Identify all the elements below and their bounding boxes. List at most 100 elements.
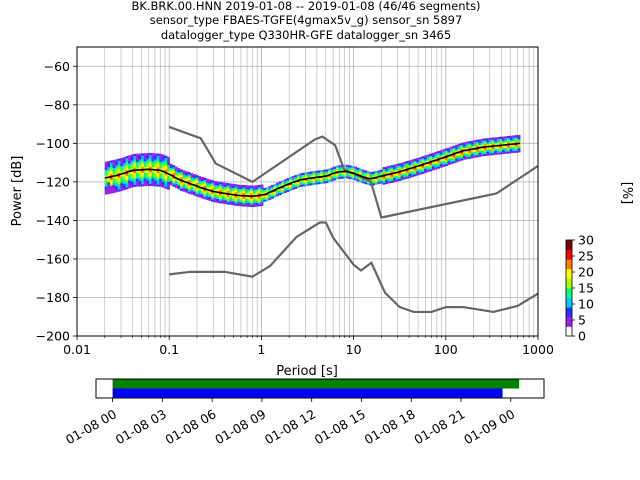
psd-cell (504, 145, 508, 149)
psd-cell (208, 198, 212, 201)
psd-cell (379, 177, 383, 180)
psd-cell (244, 192, 248, 196)
psd-cell (203, 197, 207, 200)
psd-cell (138, 182, 142, 185)
psd-cell (141, 159, 144, 162)
psd-cell (374, 178, 378, 181)
psd-cell (128, 178, 132, 181)
psd-cell (120, 169, 124, 172)
psd-cell (104, 188, 108, 191)
psd-cell (372, 183, 376, 186)
psd-cell (374, 182, 378, 185)
psd-cell (120, 182, 124, 186)
psd-cell (486, 138, 490, 141)
psd-cell (291, 183, 295, 186)
psd-cell (268, 193, 272, 197)
psd-cell (109, 168, 113, 171)
psd-cell (161, 181, 165, 184)
psd-cell (335, 169, 339, 172)
psd-cell (322, 171, 326, 174)
psd-cell (203, 183, 207, 186)
timeline-tick-label: 01-08 06 (162, 406, 218, 447)
psd-cell (289, 177, 292, 180)
psd-cell (151, 164, 155, 167)
noise-model-low (169, 221, 538, 314)
psd-cell (112, 181, 116, 184)
colorbar-swatch (566, 326, 572, 337)
psd-cell (148, 154, 152, 158)
psd-cell (470, 142, 474, 145)
psd-cell (348, 169, 352, 172)
psd-cell (115, 168, 119, 172)
psd-cell (177, 173, 181, 177)
psd-cell (112, 161, 116, 165)
psd-cell (512, 137, 516, 140)
psd-cell (164, 159, 168, 162)
psd-cell (400, 162, 404, 165)
psd-cell (156, 167, 160, 170)
psd-cell (426, 168, 430, 171)
psd-cell (385, 176, 389, 179)
psd-cell (130, 171, 134, 175)
psd-cell (234, 188, 238, 191)
psd-cell (348, 175, 352, 178)
psd-cell (473, 153, 477, 156)
psd-cell (177, 183, 181, 186)
psd-cell (465, 157, 469, 160)
psd-cell (174, 182, 178, 185)
psd-cell (444, 163, 448, 167)
psd-cell (359, 168, 363, 171)
psd-cell (237, 202, 241, 205)
psd-cell (400, 174, 404, 177)
psd-cell (206, 184, 209, 187)
psd-cell (403, 165, 407, 168)
psd-cell (377, 174, 381, 177)
psd-cell (143, 184, 147, 187)
psd-cell (418, 170, 422, 173)
psd-cell (130, 167, 134, 171)
psd-cell (390, 165, 394, 168)
psd-cell (514, 135, 518, 138)
psd-cell (270, 184, 274, 188)
psd-cell (361, 171, 365, 174)
psd-cell (156, 170, 160, 174)
y-tick-label: −80 (44, 97, 70, 112)
colorbar-swatch (566, 297, 572, 308)
psd-cell (328, 180, 331, 183)
psd-cell (260, 188, 264, 191)
psd-cell (125, 177, 129, 180)
psd-cell (190, 173, 194, 176)
psd-cell (143, 155, 147, 158)
psd-cell (174, 185, 178, 189)
psd-cell (185, 171, 189, 174)
psd-cell (159, 178, 163, 182)
y-tick-label: −100 (36, 136, 70, 151)
psd-cell (325, 171, 329, 174)
psd-cell (263, 195, 267, 198)
psd-cell (413, 162, 417, 165)
psd-cell (226, 198, 230, 201)
psd-cell (115, 178, 119, 181)
psd-cell (164, 182, 168, 185)
psd-cell (379, 173, 383, 176)
psd-cell (244, 189, 248, 192)
psd-cell (128, 166, 132, 170)
psd-cell (156, 182, 160, 185)
psd-cell (161, 175, 165, 178)
psd-cell (333, 174, 337, 177)
psd-cell (229, 185, 233, 188)
psd-cell (146, 176, 150, 179)
psd-cell (429, 153, 433, 156)
psd-cell (252, 199, 256, 202)
psd-cell (416, 159, 420, 163)
psd-cell (159, 165, 163, 168)
psd-cell (229, 200, 233, 204)
psd-cell (374, 180, 378, 183)
psd-cell (299, 180, 303, 184)
psd-cell (130, 158, 134, 161)
psd-cell (141, 180, 144, 183)
psd-cell (239, 196, 243, 199)
psd-cell (421, 161, 425, 165)
psd-cell (187, 189, 191, 192)
psd-cell (218, 201, 222, 204)
